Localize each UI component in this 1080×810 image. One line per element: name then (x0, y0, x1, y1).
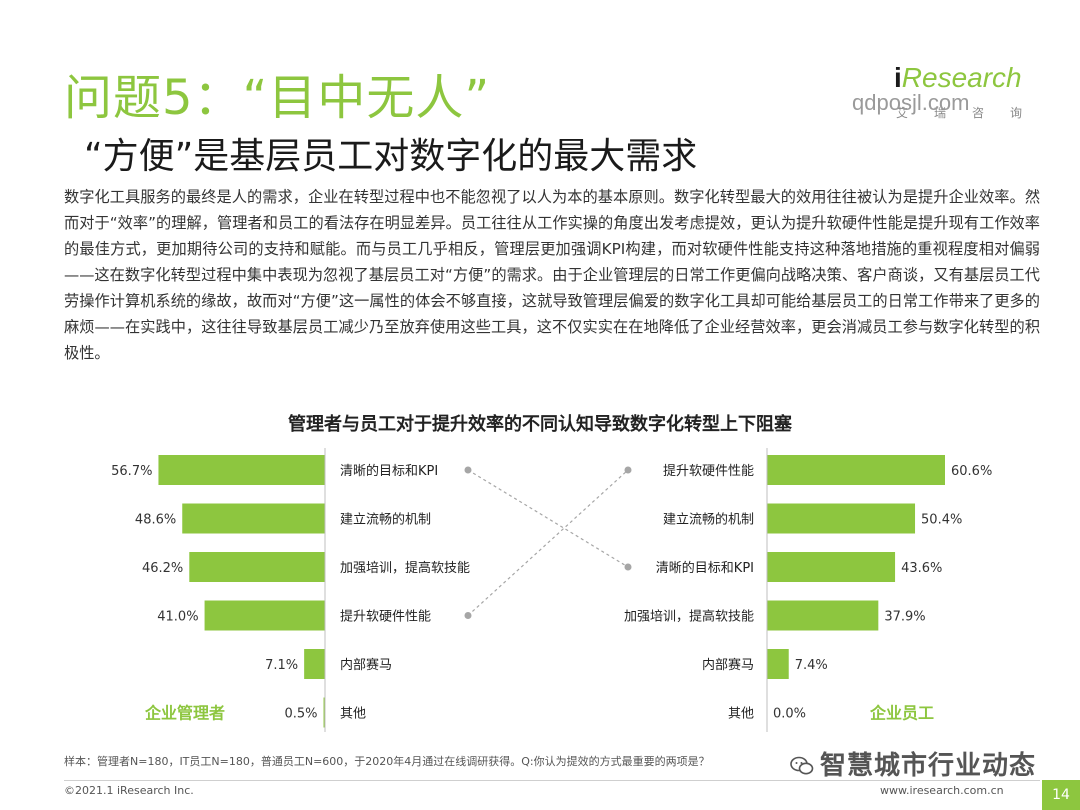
employee-category-label: 内部赛马 (702, 657, 754, 673)
manager-category-label: 内部赛马 (340, 657, 392, 673)
manager-category-label: 建立流畅的机制 (340, 512, 431, 528)
iresearch-logo: iResearch 艾瑞咨询 (892, 62, 1032, 120)
employee-value-label: 43.6% (901, 561, 942, 576)
manager-bar (189, 552, 325, 582)
watermark: qdposjl.com (852, 90, 970, 115)
manager-category-label: 加强培训，提高软技能 (340, 560, 470, 576)
connector-line (467, 469, 629, 616)
page-subtitle: “方便”是基层员工对数字化的最大需求 (84, 136, 698, 177)
page-number: 14 (1042, 780, 1080, 810)
manager-value-label: 7.1% (265, 658, 298, 673)
sample-note: 样本：管理者N=180，IT员工N=180，普通员工N=600，于2020年4月… (64, 755, 710, 768)
manager-category-label: 其他 (340, 707, 366, 722)
employee-value-label: 0.0% (773, 707, 806, 722)
connector-dot (624, 563, 632, 571)
logo-brand: iResearch (894, 62, 1022, 93)
manager-value-label: 41.0% (157, 610, 198, 625)
wechat-icon (790, 756, 814, 775)
employee-value-label: 60.6% (951, 464, 992, 479)
wechat-name: 智慧城市行业动态 (820, 751, 1037, 781)
employee-series-name: 企业员工 (869, 704, 934, 723)
manager-bar (182, 503, 325, 534)
employee-bar (767, 552, 896, 582)
connector-dot (464, 466, 472, 474)
manager-series-name: 企业管理者 (144, 704, 225, 723)
employee-bar (767, 455, 945, 485)
manager-value-label: 48.6% (135, 513, 176, 528)
copyright: ©2021.1 iResearch Inc. (64, 784, 194, 797)
manager-bar (158, 455, 325, 485)
employee-category-label: 加强培训，提高软技能 (624, 609, 754, 625)
logo-chinese: 艾瑞咨询 (896, 106, 1049, 120)
employee-bar (767, 600, 879, 631)
employee-category-label: 其他 (728, 707, 754, 722)
manager-category-label: 清晰的目标和KPI (340, 463, 438, 479)
manager-value-label: 56.7% (111, 464, 152, 479)
employee-value-label: 37.9% (884, 610, 925, 625)
manager-bar (304, 649, 325, 679)
connector-line (467, 469, 629, 568)
website: www.iresearch.com.cn (880, 784, 1004, 797)
manager-bar (204, 600, 325, 631)
wechat-account: 智慧城市行业动态 (790, 745, 1036, 782)
chart-title: 管理者与员工对于提升效率的不同认知导致数字化转型上下阻塞 (288, 414, 792, 435)
intro-paragraph: 数字化工具服务的最终是人的需求，企业在转型过程中也不能忽视了以人为本的基本原则。… (64, 188, 1040, 362)
employee-bar (767, 649, 789, 679)
employee-category-label: 建立流畅的机制 (663, 512, 754, 528)
manager-value-label: 46.2% (142, 561, 183, 576)
page-title: 问题5：“目中无人” (64, 70, 491, 126)
manager-bar (323, 697, 325, 728)
manager-category-label: 提升软硬件性能 (340, 609, 431, 625)
manager-value-label: 0.5% (285, 707, 318, 722)
connector-dot (464, 612, 472, 619)
diverging-bar-chart: 56.7% 清晰的目标和KPI 48.6% 建立流畅的机制 46.2% 加强培训，提高软技… (111, 448, 992, 732)
employee-bar (767, 503, 916, 534)
connector-dot (624, 466, 632, 474)
footer-divider (64, 780, 1040, 781)
employee-category-label: 提升软硬件性能 (663, 463, 754, 479)
employee-value-label: 50.4% (921, 513, 962, 528)
employee-category-label: 清晰的目标和KPI (656, 560, 754, 576)
employee-value-label: 7.4% (795, 658, 828, 673)
